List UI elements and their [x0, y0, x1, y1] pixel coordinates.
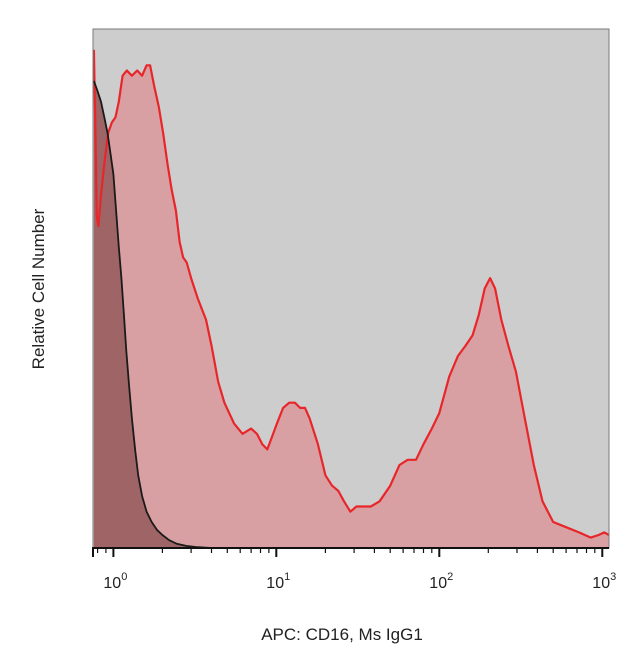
series-fill-isotype: [93, 80, 212, 549]
x-tick-label-base: 10: [429, 575, 447, 592]
x-tick-label-base: 10: [592, 575, 610, 592]
x-tick-label-exponent: 3: [610, 571, 616, 583]
x-axis-ticks: [92, 548, 604, 557]
x-tick-label-exponent: 1: [284, 571, 290, 583]
x-tick-label: 100: [103, 571, 127, 592]
x-tick-label: 103: [592, 571, 616, 592]
x-tick-label: 101: [266, 571, 290, 592]
series-line-cd16: [92, 49, 610, 539]
series-line-isotype: [93, 80, 212, 549]
series-fill-cd16: [93, 49, 609, 549]
y-axis-label: Relative Cell Number: [29, 208, 48, 369]
x-tick-label-base: 10: [103, 575, 121, 592]
x-tick-label: 102: [429, 571, 453, 592]
x-tick-label-exponent: 0: [121, 571, 127, 583]
x-axis-tick-labels: 100 101 102 103: [103, 571, 616, 592]
x-tick-label-exponent: 2: [447, 571, 453, 583]
x-axis-label: APC: CD16, Ms IgG1: [261, 625, 423, 644]
histogram-lines: [92, 49, 610, 549]
x-tick-label-base: 10: [266, 575, 284, 592]
histogram-fills: [93, 49, 609, 549]
